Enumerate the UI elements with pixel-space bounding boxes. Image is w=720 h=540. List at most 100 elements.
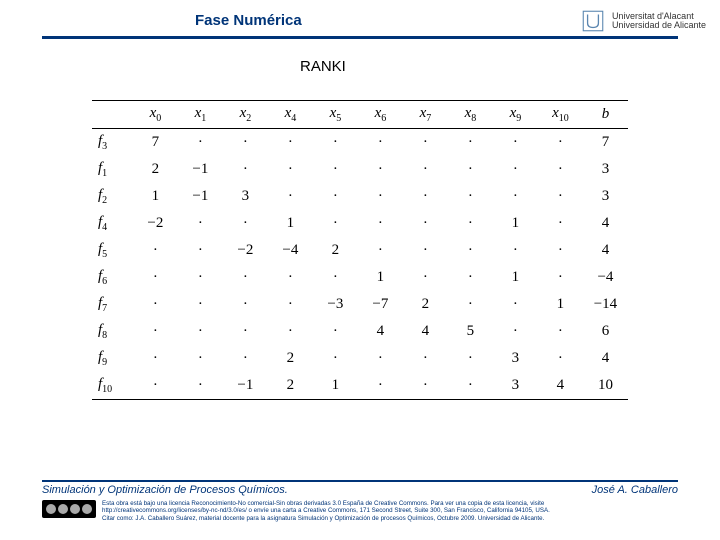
table-cell: · — [493, 156, 538, 183]
table-cell: · — [178, 345, 223, 372]
table-cell: · — [133, 291, 178, 318]
table-cell: · — [178, 318, 223, 345]
table-cell: · — [313, 210, 358, 237]
table-cell: · — [493, 291, 538, 318]
table-cell: · — [178, 372, 223, 400]
table-cell: · — [268, 156, 313, 183]
row-label: f2 — [92, 183, 133, 210]
table-cell: · — [178, 129, 223, 157]
section-heading: RANKI — [300, 58, 346, 75]
table-cell: 5 — [448, 318, 493, 345]
table-cell: 2 — [268, 345, 313, 372]
table-cell: · — [313, 264, 358, 291]
table-header: x0x1x2x4x5x6x7x8x9x10b — [92, 101, 628, 129]
row-label: f1 — [92, 156, 133, 183]
table-cell: 3 — [583, 156, 628, 183]
table-cell: 7 — [583, 129, 628, 157]
table-cell: · — [358, 183, 403, 210]
table-cell: · — [403, 210, 448, 237]
table-cell: · — [493, 129, 538, 157]
table-cell: · — [178, 291, 223, 318]
table-cell: · — [268, 318, 313, 345]
row-label: f3 — [92, 129, 133, 157]
table-cell: 4 — [583, 210, 628, 237]
row-label: f7 — [92, 291, 133, 318]
table-body: f37·········7f12−1········3f21−13·······… — [92, 129, 628, 400]
table-cell: · — [493, 183, 538, 210]
table-cell: 1 — [313, 372, 358, 400]
table-cell: −3 — [313, 291, 358, 318]
row-label: f9 — [92, 345, 133, 372]
table-row: f10··−121···3410 — [92, 372, 628, 400]
table-cell: −4 — [268, 237, 313, 264]
table-cell: · — [313, 183, 358, 210]
ua-crest-icon — [580, 8, 606, 34]
slide-title: Fase Numérica — [195, 12, 302, 29]
table-cell: 4 — [358, 318, 403, 345]
table-cell: · — [493, 237, 538, 264]
table-cell: · — [313, 345, 358, 372]
table-cell: · — [223, 210, 268, 237]
header-divider — [42, 36, 678, 39]
table-cell: 10 — [583, 372, 628, 400]
table-cell: −4 — [583, 264, 628, 291]
table-cell: · — [403, 264, 448, 291]
col-header-rowlabel — [92, 101, 133, 129]
table-row: f4−2··1····1·4 — [92, 210, 628, 237]
col-header: b — [583, 101, 628, 129]
row-label: f4 — [92, 210, 133, 237]
col-header: x0 — [133, 101, 178, 129]
table-cell: −1 — [178, 183, 223, 210]
table-cell: · — [448, 264, 493, 291]
table-cell: 3 — [493, 372, 538, 400]
col-header: x4 — [268, 101, 313, 129]
table-cell: −2 — [223, 237, 268, 264]
table-cell: 1 — [268, 210, 313, 237]
table-cell: · — [403, 156, 448, 183]
table-row: f37·········7 — [92, 129, 628, 157]
cc-badge-icon — [42, 500, 96, 518]
table-cell: · — [538, 129, 583, 157]
table-row: f5··−2−42·····4 — [92, 237, 628, 264]
table-cell: · — [268, 183, 313, 210]
table-cell: · — [358, 210, 403, 237]
table-cell: · — [223, 291, 268, 318]
col-header: x1 — [178, 101, 223, 129]
table-cell: · — [448, 183, 493, 210]
table-cell: 4 — [583, 345, 628, 372]
table-cell: · — [313, 318, 358, 345]
table-cell: · — [448, 210, 493, 237]
table-cell: · — [268, 291, 313, 318]
col-header: x6 — [358, 101, 403, 129]
table-cell: · — [403, 345, 448, 372]
table-cell: · — [538, 264, 583, 291]
table-cell: 1 — [538, 291, 583, 318]
table-row: f7····−3−72··1−14 — [92, 291, 628, 318]
table-cell: · — [403, 372, 448, 400]
table-cell: · — [448, 345, 493, 372]
row-label: f10 — [92, 372, 133, 400]
table-cell: · — [223, 156, 268, 183]
col-header: x2 — [223, 101, 268, 129]
table-cell: · — [133, 237, 178, 264]
table-cell: · — [133, 372, 178, 400]
table-cell: 3 — [583, 183, 628, 210]
table-cell: −7 — [358, 291, 403, 318]
table-cell: · — [448, 129, 493, 157]
table-cell: · — [358, 345, 403, 372]
footer-divider — [42, 480, 678, 482]
table-cell: · — [223, 264, 268, 291]
table-cell: · — [493, 318, 538, 345]
row-label: f5 — [92, 237, 133, 264]
table-cell: 3 — [223, 183, 268, 210]
table-cell: · — [268, 129, 313, 157]
table-cell: · — [538, 345, 583, 372]
table-cell: 2 — [403, 291, 448, 318]
table-cell: · — [448, 372, 493, 400]
table-cell: −14 — [583, 291, 628, 318]
table-cell: · — [223, 345, 268, 372]
table-cell: · — [403, 237, 448, 264]
university-logo: Universitat d'Alacant Universidad de Ali… — [580, 8, 706, 34]
table-row: f6·····1··1·−4 — [92, 264, 628, 291]
rank-matrix-table: x0x1x2x4x5x6x7x8x9x10b f37·········7f12−… — [92, 100, 628, 400]
